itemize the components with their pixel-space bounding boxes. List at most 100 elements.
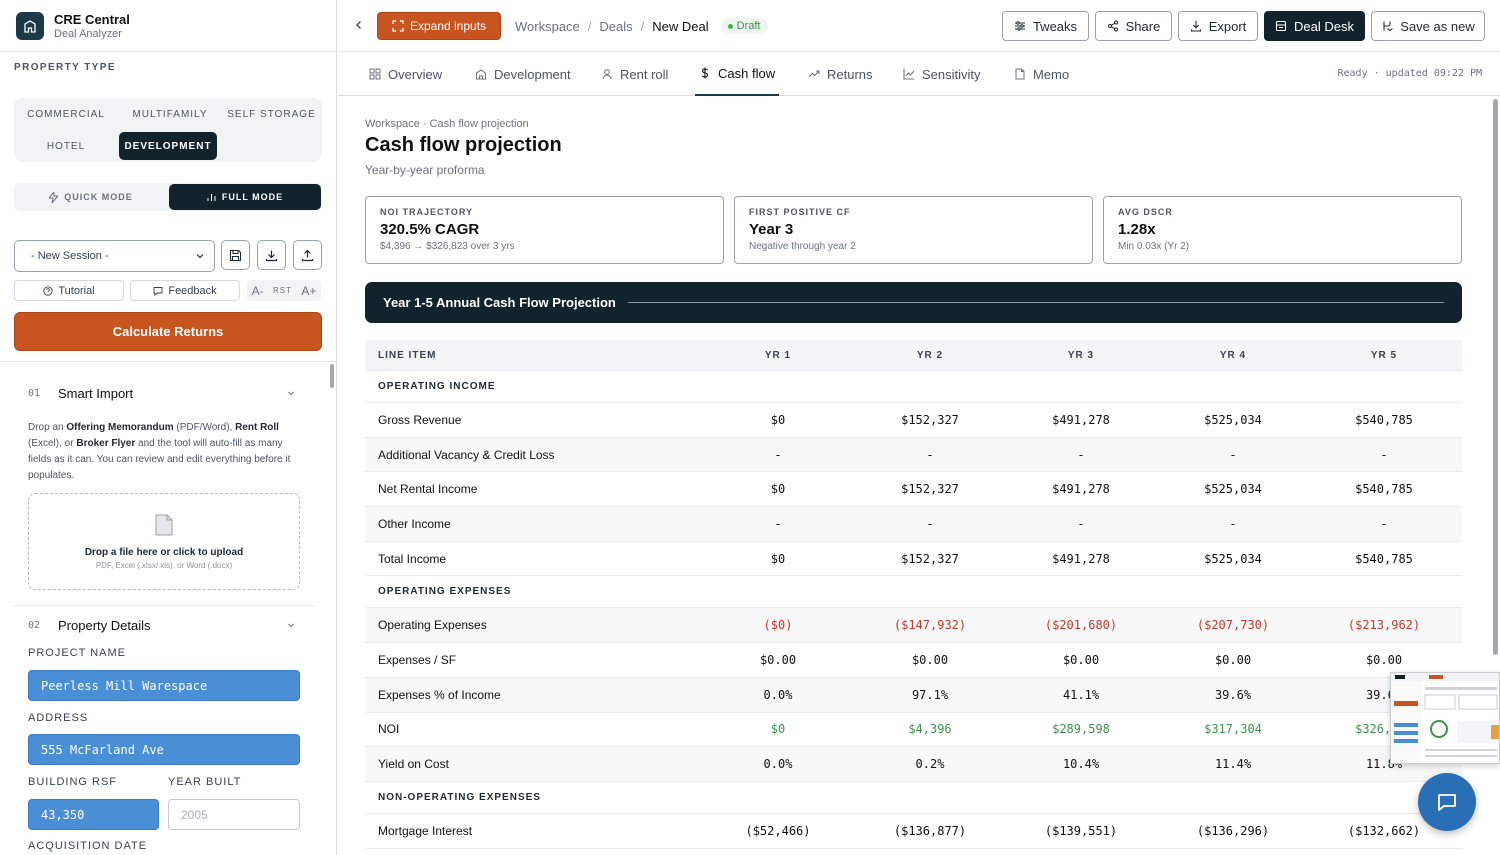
screenshot-preview-thumbnail[interactable] [1390, 672, 1500, 764]
kpi-sub: Min 0.03x (Yr 2) [1118, 241, 1190, 252]
kpi-card-dscr: AVG DSCR 1.28x Min 0.03x (Yr 2) [1103, 196, 1462, 264]
row-label: Yield on Cost [378, 757, 449, 772]
font-decrease-button[interactable]: A- [251, 283, 264, 298]
tab-sensitivity[interactable]: Sensitivity [903, 52, 981, 96]
upload-icon [301, 249, 314, 261]
tweaks-button[interactable]: Tweaks [1002, 11, 1089, 41]
table-section-row: OPERATING INCOME [365, 371, 1462, 403]
table-cell: $317,304 [1204, 722, 1262, 737]
calculate-returns-button[interactable]: Calculate Returns [14, 312, 322, 351]
brand-header[interactable]: CRE Central Deal Analyzer [0, 0, 336, 52]
table-row: Operating Expenses ($0) ($147,932) ($201,68… [365, 608, 1462, 644]
property-details-header[interactable]: 02 Property Details [28, 615, 300, 635]
table-cell: $525,034 [1204, 482, 1262, 497]
table-cell: ($213,962) [1347, 618, 1421, 633]
row-label: Operating Expenses [378, 618, 487, 633]
table-cell: $0 [770, 482, 786, 497]
share-button[interactable]: Share [1095, 11, 1172, 41]
document-icon [1015, 68, 1025, 80]
save-as-new-button[interactable]: Save as new [1371, 11, 1485, 41]
page-title: Cash flow projection [365, 134, 562, 156]
table-cell: $0 [770, 412, 786, 427]
section-number: 01 [28, 387, 41, 399]
column-header: YR 3 [1067, 349, 1095, 361]
smart-import-header[interactable]: 01 Smart Import [28, 383, 300, 403]
full-mode-button[interactable]: FULL MODE [169, 184, 321, 210]
main-scrollbar[interactable] [1493, 99, 1498, 655]
status-text: Ready · updated 09:22 PM [1337, 68, 1483, 79]
export-button[interactable]: Export [1178, 11, 1258, 41]
year-built-field[interactable]: 2005 [168, 799, 300, 830]
sidebar-scrollbar[interactable] [330, 364, 334, 388]
tab-memo[interactable]: Memo [1014, 52, 1069, 96]
table-cell: $491,278 [1052, 482, 1110, 497]
font-reset-button[interactable]: RST [272, 286, 292, 295]
column-header: YR 4 [1219, 349, 1247, 361]
font-increase-button[interactable]: A+ [301, 283, 317, 298]
project-name-field[interactable]: Peerless Mill Warespace [28, 670, 300, 701]
ptype-commercial[interactable]: COMMERCIAL [27, 108, 105, 120]
upload-session-button[interactable] [293, 240, 322, 270]
table-cell: $152,327 [901, 412, 959, 427]
breadcrumb-workspace[interactable]: Workspace [515, 18, 580, 34]
table-row: Expenses % of Income 0.0% 97.1% 41.1% 39.6% 3… [365, 677, 1462, 713]
file-icon [155, 514, 173, 536]
table-cell: ($52,466) [745, 823, 811, 838]
ptype-development[interactable]: DEVELOPMENT [119, 132, 217, 160]
session-value: - New Session - [31, 250, 109, 262]
table-cell: - [774, 516, 782, 531]
section-title: Property Details [58, 617, 151, 633]
expand-inputs-button[interactable]: Expand inputs [377, 12, 501, 40]
tab-label: Overview [388, 66, 443, 82]
grid-icon [369, 68, 381, 80]
chevron-left-icon[interactable] [352, 18, 366, 32]
chevron-down-icon [288, 391, 294, 396]
session-select[interactable]: - New Session - [14, 240, 215, 272]
table-cell: $491,278 [1052, 412, 1110, 427]
chat-button[interactable] [1418, 773, 1476, 831]
sidebar: CRE Central Deal Analyzer PROPERTY TYPE … [0, 0, 337, 855]
table-row: Gross Revenue $0 $152,327 $491,278 $525,034 $… [365, 403, 1462, 438]
tab-overview[interactable]: Overview [369, 52, 442, 96]
row-label: Expenses % of Income [378, 687, 501, 702]
project-name-label: PROJECT NAME [28, 647, 126, 659]
row-label: Expenses / SF [378, 652, 457, 667]
table-cell: $4,396 [908, 722, 952, 737]
table-cell: 10.4% [1062, 757, 1100, 772]
cash-flow-table: LINE ITEM YR 1 YR 2 YR 3 YR 4 YR 5 OPERA… [365, 340, 1462, 849]
column-header: YR 1 [764, 349, 792, 361]
ptype-multifamily[interactable]: MULTIFAMILY [132, 108, 208, 120]
table-row: Net Rental Income $0 $152,327 $491,278 $525,… [365, 472, 1462, 508]
breadcrumb-deals[interactable]: Deals [599, 18, 633, 34]
table-cell: $0.00 [911, 652, 949, 667]
building-rsf-field[interactable]: 43,350 [28, 799, 159, 830]
chat-icon [1438, 794, 1456, 811]
section-label: OPERATING INCOME [378, 381, 496, 392]
ptype-hotel[interactable]: HOTEL [46, 140, 86, 152]
quick-mode-button[interactable]: QUICK MODE [14, 183, 168, 211]
tab-label: Development [494, 66, 571, 82]
table-row: Yield on Cost 0.0% 0.2% 10.4% 11.4% 11.8% [365, 747, 1462, 782]
table-cell: $289,598 [1052, 722, 1110, 737]
tab-development[interactable]: Development [475, 52, 571, 96]
download-session-button[interactable] [257, 240, 286, 270]
address-field[interactable]: 555 McFarland Ave [28, 734, 300, 765]
tab-returns[interactable]: Returns [808, 52, 873, 96]
table-cell: $152,327 [901, 551, 959, 566]
ptype-self-storage[interactable]: SELF STORAGE [227, 108, 316, 120]
save-session-button[interactable] [221, 240, 250, 270]
table-cell: ($136,877) [893, 823, 967, 838]
tutorial-button[interactable]: Tutorial [14, 280, 124, 301]
file-dropzone[interactable]: Drop a file here or click to upload PDF,… [28, 493, 300, 590]
table-cell: 0.0% [763, 687, 793, 702]
tab-rent-roll[interactable]: Rent roll [601, 52, 668, 96]
row-label: Other Income [378, 516, 451, 531]
feedback-button[interactable]: Feedback [130, 280, 240, 301]
quick-mode-label: QUICK MODE [64, 192, 133, 202]
tab-cash-flow[interactable]: Cash flow [695, 52, 780, 96]
deal-desk-button[interactable]: Deal Desk [1264, 11, 1365, 41]
desk-icon [1275, 20, 1287, 32]
tab-label: Returns [827, 66, 873, 82]
table-cell: $0.00 [1214, 652, 1252, 667]
column-header: YR 2 [916, 349, 944, 361]
